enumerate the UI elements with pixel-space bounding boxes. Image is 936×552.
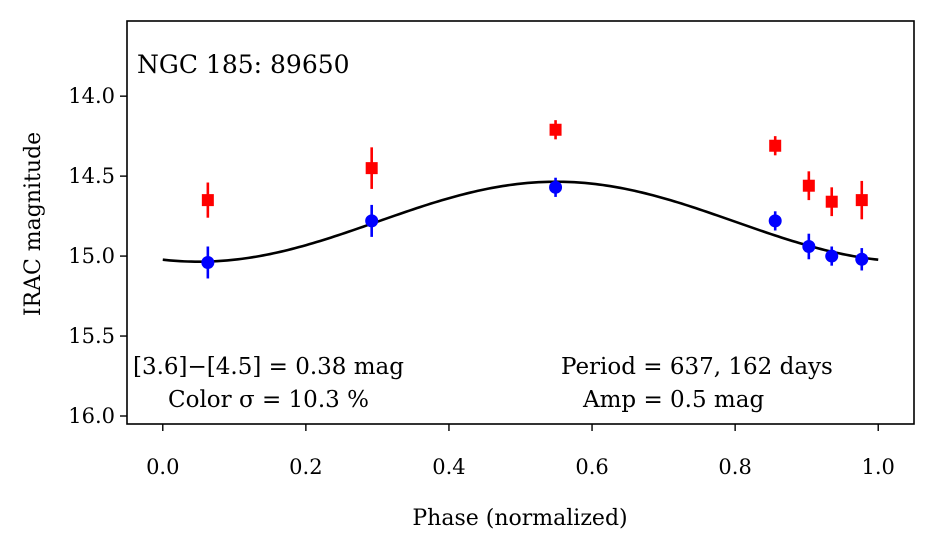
x-axis-ticks: 0.0 0.2 0.4 0.6 0.8 1.0 <box>146 424 895 479</box>
data-point-square <box>549 123 562 136</box>
data-point-square <box>201 194 214 207</box>
data-point-circle <box>201 255 215 269</box>
y-tick-label: 15.0 <box>68 244 115 268</box>
model-curve-line <box>162 180 879 263</box>
y-axis-label: IRAC magnitude <box>21 132 46 316</box>
series-blue-circle <box>201 177 869 279</box>
data-point-circle <box>768 214 782 228</box>
x-tick-label: 0.4 <box>432 455 465 479</box>
x-tick-label: 1.0 <box>862 455 895 479</box>
data-series <box>201 120 869 279</box>
data-point-square <box>855 194 868 207</box>
color-sigma-annotation: Color σ = 10.3 % <box>168 387 369 413</box>
period-annotation: Period = 637, 162 days <box>561 354 833 380</box>
x-tick-label: 0.6 <box>575 455 608 479</box>
y-tick-label: 14.0 <box>68 84 115 108</box>
plot-frame <box>126 20 915 425</box>
color-annotation: [3.6]−[4.5] = 0.38 mag <box>133 354 404 380</box>
x-tick-label: 0.0 <box>146 455 179 479</box>
amplitude-annotation: Amp = 0.5 mag <box>582 387 764 413</box>
x-tick-label: 0.8 <box>718 455 751 479</box>
data-point-circle <box>855 252 869 266</box>
x-tick-label: 0.2 <box>289 455 322 479</box>
y-tick-label: 15.5 <box>68 324 115 348</box>
chart-title: NGC 185: 89650 <box>137 50 350 79</box>
data-point-circle <box>825 249 839 263</box>
series-red-square <box>201 120 868 220</box>
y-tick-label: 16.0 <box>68 404 115 428</box>
data-point-circle <box>549 180 563 194</box>
data-point-circle <box>802 239 816 253</box>
data-point-square <box>769 139 782 152</box>
data-point-square <box>802 179 815 192</box>
data-point-square <box>365 162 378 175</box>
x-axis-label: Phase (normalized) <box>412 506 627 531</box>
y-axis-ticks: 14.0 14.5 15.0 15.5 16.0 <box>68 84 127 428</box>
data-point-circle <box>365 214 379 228</box>
data-point-square <box>825 195 838 208</box>
y-tick-label: 14.5 <box>68 164 115 188</box>
